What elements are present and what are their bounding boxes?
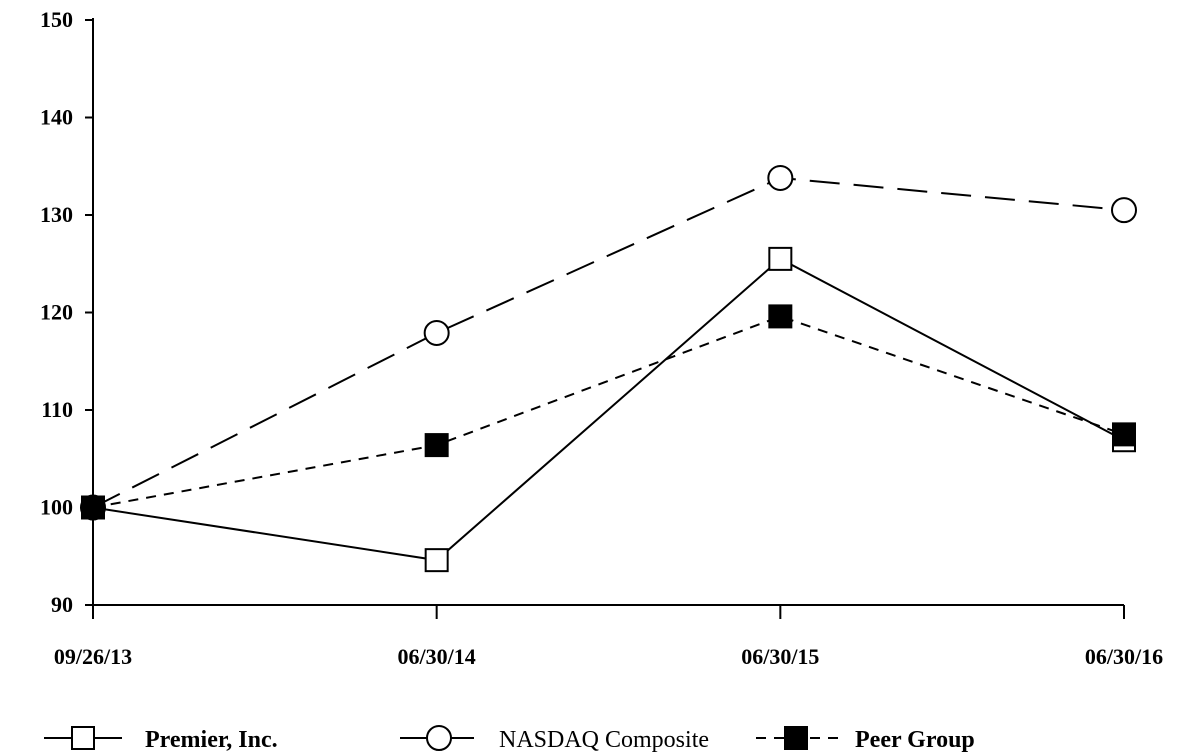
peer-group-point — [81, 495, 105, 520]
legend-nasdaq-composite-marker — [426, 725, 452, 751]
y-tick-label: 110 — [41, 397, 73, 422]
x-tick-label: 09/26/13 — [54, 644, 132, 669]
x-tick-label: 06/30/15 — [741, 644, 819, 669]
y-tick-label: 150 — [40, 7, 73, 32]
legend-nasdaq-composite-label: NASDAQ Composite — [499, 727, 709, 752]
peer-group-line — [92, 315, 1125, 509]
premier-inc-point — [768, 246, 793, 271]
y-tick-label: 140 — [40, 105, 73, 130]
peer-group-point — [768, 304, 793, 329]
nasdaq-composite-point — [423, 319, 450, 346]
y-tick-label: 120 — [40, 300, 73, 325]
x-tick-label: 06/30/16 — [1085, 644, 1163, 669]
y-tick-label: 100 — [40, 495, 73, 520]
legend-premier-inc-label: Premier, Inc. — [145, 727, 278, 752]
legend-peer-group-label: Peer Group — [855, 727, 975, 752]
premier-inc-line — [92, 257, 1125, 562]
premier-inc-point — [424, 548, 449, 573]
peer-group-point — [1112, 422, 1136, 447]
nasdaq-composite-point — [767, 164, 794, 191]
y-tick-label: 90 — [51, 592, 73, 617]
peer-group-point — [424, 433, 449, 458]
x-tick-label: 06/30/14 — [398, 644, 476, 669]
y-tick-label: 130 — [40, 202, 73, 227]
legend-peer-group-marker — [784, 726, 808, 750]
nasdaq-composite-point — [1111, 197, 1137, 224]
nasdaq-composite-line — [92, 176, 1125, 509]
legend-premier-inc-marker — [71, 726, 95, 750]
